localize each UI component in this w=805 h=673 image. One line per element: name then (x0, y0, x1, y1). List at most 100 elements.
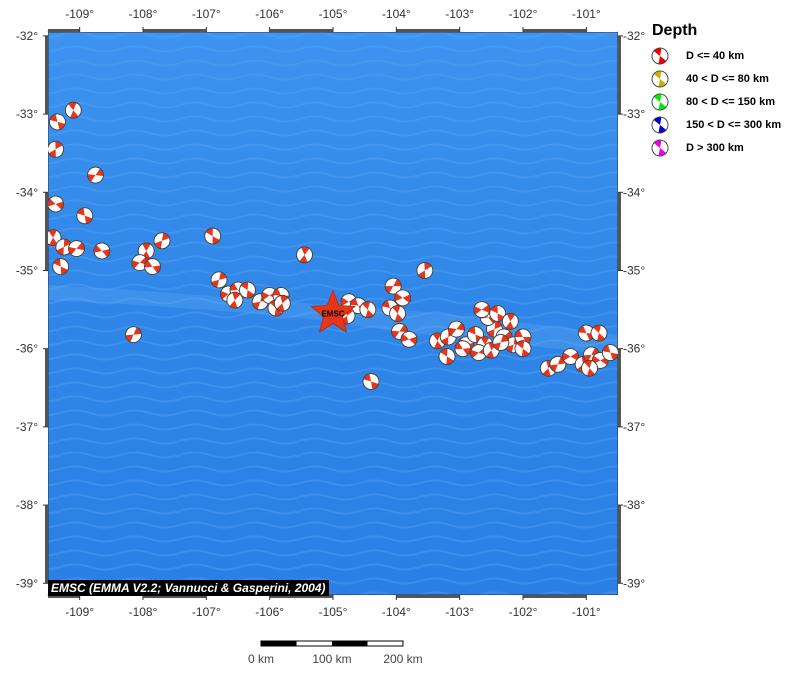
lat-label-left: -35° (16, 263, 38, 277)
legend-beachball-icon (650, 115, 670, 135)
focal-mechanism[interactable] (386, 302, 408, 324)
focal-mechanism[interactable] (153, 232, 171, 250)
focal-mechanism[interactable] (650, 115, 670, 135)
focal-mechanism[interactable] (203, 226, 223, 246)
focal-mechanism[interactable] (62, 99, 84, 121)
focal-mechanism[interactable] (49, 113, 66, 131)
lat-label-left: -33° (16, 107, 38, 121)
lon-label-top: -101° (572, 7, 601, 21)
lon-label-bottom: -101° (572, 605, 601, 619)
lat-label-left: -37° (16, 420, 38, 434)
lon-label-bottom: -104° (382, 605, 411, 619)
lon-label-top: -108° (129, 7, 158, 21)
focal-mechanism[interactable] (210, 271, 228, 289)
legend-beachball-icon (650, 69, 670, 89)
lat-label-left: -32° (16, 29, 38, 43)
lon-label-top: -106° (255, 7, 284, 21)
focal-mechanism[interactable] (129, 252, 151, 274)
focal-mechanism[interactable] (513, 338, 534, 359)
focal-mechanisms (45, 99, 619, 390)
focal-mechanism[interactable] (559, 345, 582, 368)
legend-label: D > 300 km (686, 141, 744, 154)
lon-label-top: -105° (319, 7, 348, 21)
legend-beachball-icon (650, 138, 670, 158)
focal-mechanism[interactable] (446, 319, 467, 340)
lon-label-bottom: -108° (129, 605, 158, 619)
focal-mechanism[interactable] (124, 325, 142, 344)
focal-mechanism[interactable] (602, 344, 619, 361)
lon-label-bottom: -109° (65, 605, 94, 619)
lon-label-top: -103° (445, 7, 474, 21)
focal-mechanism[interactable] (588, 322, 610, 344)
focal-mechanism[interactable] (46, 139, 66, 159)
legend-item: 80 < D <= 150 km (650, 90, 800, 113)
lon-label-bottom: -103° (445, 605, 474, 619)
scale-label-100: 100 km (312, 652, 351, 666)
lon-label-bottom: -102° (509, 605, 538, 619)
scale-label-0: 0 km (248, 652, 274, 666)
coordinate-axes: -109° -109° -108° -108° -107° -107° -106° -106°… (16, 7, 646, 619)
focal-mechanism[interactable] (51, 257, 70, 276)
legend-beachball-icon (650, 92, 670, 112)
focal-mechanism[interactable] (383, 276, 402, 295)
map-frame (45, 29, 621, 598)
focal-mechanism[interactable] (45, 193, 67, 215)
focal-mechanism[interactable] (76, 207, 94, 225)
legend-label: 150 < D <= 300 km (686, 118, 782, 131)
focal-mechanism[interactable] (293, 244, 315, 266)
lon-label-bottom: -107° (192, 605, 221, 619)
lon-label-top: -104° (382, 7, 411, 21)
focal-mechanism[interactable] (224, 289, 246, 311)
focal-mechanism[interactable] (357, 299, 379, 321)
focal-mechanism[interactable] (142, 256, 163, 277)
focal-mechanism[interactable] (398, 328, 420, 350)
focal-mechanism[interactable] (650, 138, 670, 158)
focal-mechanism[interactable] (471, 298, 494, 321)
lat-label-right: -36° (623, 342, 645, 356)
focal-mechanism[interactable] (91, 240, 113, 262)
legend-label: 40 < D <= 80 km (686, 72, 769, 85)
scale-bar: 0 km 100 km 200 km (248, 640, 423, 666)
lon-label-top: -107° (192, 7, 221, 21)
focal-mechanism[interactable] (66, 238, 87, 259)
lon-label-top: -102° (509, 7, 538, 21)
epicenter-star[interactable] (310, 289, 356, 333)
epicenter-marker[interactable]: EMSC (310, 289, 356, 333)
focal-mechanism[interactable] (272, 293, 294, 315)
legend-item: 40 < D <= 80 km (650, 67, 800, 90)
scale-label-200: 200 km (383, 652, 422, 666)
focal-mechanism[interactable] (499, 310, 522, 333)
focal-mechanism[interactable] (549, 355, 567, 373)
lat-label-right: -33° (623, 107, 645, 121)
focal-mechanism[interactable] (237, 280, 258, 301)
legend-item: 150 < D <= 300 km (650, 113, 800, 136)
focal-mechanism[interactable] (453, 339, 473, 359)
legend-label: D <= 40 km (686, 49, 745, 62)
lon-label-bottom: -105° (319, 605, 348, 619)
focal-mechanism[interactable] (437, 346, 457, 366)
legend-label: 80 < D <= 150 km (686, 95, 775, 108)
lon-label-top: -109° (65, 7, 94, 21)
legend-beachball-icon (650, 46, 670, 66)
focal-mechanism[interactable] (415, 260, 435, 280)
focal-mechanism[interactable] (650, 69, 670, 89)
lat-label-right: -35° (623, 263, 645, 277)
focal-mechanism[interactable] (85, 165, 106, 186)
legend-title: Depth (652, 22, 698, 39)
lat-label-right: -32° (623, 29, 645, 43)
focal-mechanism[interactable] (650, 46, 670, 66)
focal-mechanism[interactable] (391, 287, 414, 310)
focal-mechanism[interactable] (362, 373, 380, 390)
credit-label: EMSC (EMMA V2.2; Vannucci & Gasperini, 2… (48, 580, 329, 596)
epicenter-label: EMSC (321, 310, 344, 319)
lat-label-right: -39° (623, 576, 645, 590)
focal-mechanism[interactable] (578, 357, 600, 379)
legend-item: D <= 40 km (650, 44, 800, 67)
lat-label-left: -34° (16, 185, 38, 199)
lat-label-left: -38° (16, 498, 38, 512)
lat-label-left: -36° (16, 342, 38, 356)
focal-mechanism[interactable] (492, 334, 510, 351)
legend-item: D > 300 km (650, 136, 800, 159)
focal-mechanism[interactable] (650, 92, 670, 112)
